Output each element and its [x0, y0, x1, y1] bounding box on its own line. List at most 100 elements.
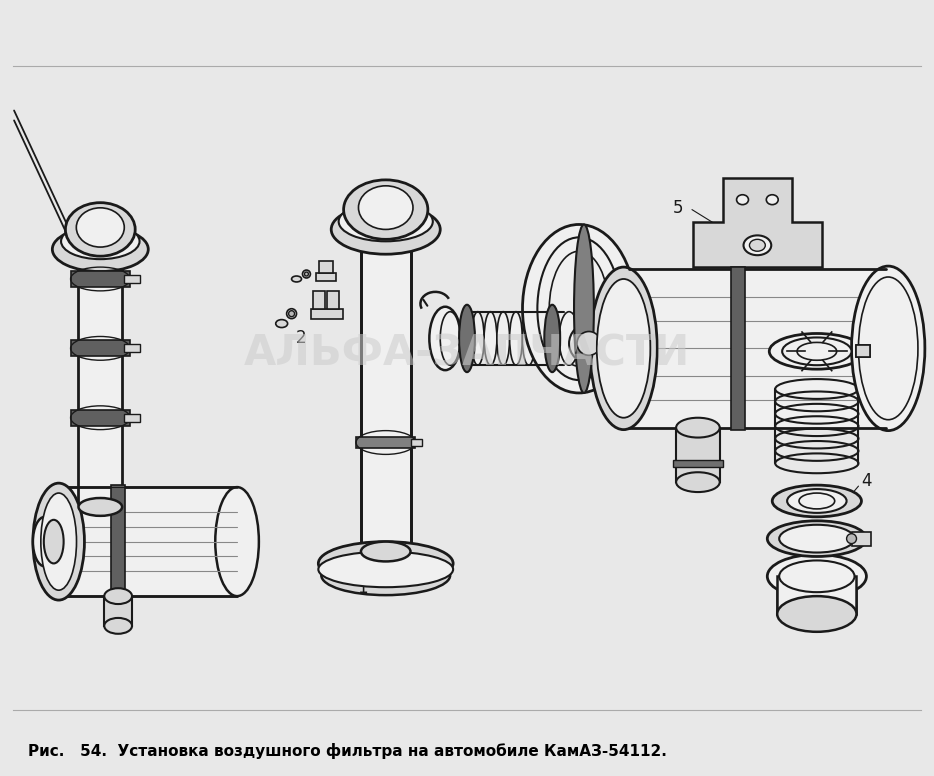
Ellipse shape [65, 203, 135, 256]
Ellipse shape [484, 312, 497, 365]
Ellipse shape [332, 205, 440, 255]
Bar [314, 291, 325, 309]
Ellipse shape [569, 324, 609, 363]
Polygon shape [361, 230, 411, 552]
Ellipse shape [33, 483, 84, 600]
Ellipse shape [522, 224, 635, 393]
Ellipse shape [559, 307, 590, 370]
Ellipse shape [61, 223, 139, 259]
Ellipse shape [215, 487, 259, 596]
Ellipse shape [858, 277, 918, 420]
Ellipse shape [537, 237, 620, 380]
Ellipse shape [318, 552, 453, 587]
Bar [676, 428, 720, 482]
Ellipse shape [318, 542, 453, 585]
Ellipse shape [510, 312, 522, 365]
Ellipse shape [344, 180, 428, 239]
Ellipse shape [291, 276, 302, 282]
Ellipse shape [559, 314, 618, 373]
Ellipse shape [779, 560, 855, 592]
Ellipse shape [577, 331, 601, 355]
Bar [856, 345, 870, 357]
Ellipse shape [276, 320, 288, 327]
Ellipse shape [52, 227, 149, 272]
Ellipse shape [41, 493, 77, 591]
Polygon shape [78, 249, 122, 507]
Polygon shape [71, 341, 130, 356]
Bar [124, 275, 140, 283]
Bar [856, 345, 870, 357]
Ellipse shape [737, 195, 748, 205]
Ellipse shape [772, 485, 861, 517]
Ellipse shape [846, 534, 856, 544]
Ellipse shape [303, 270, 310, 278]
Ellipse shape [287, 309, 296, 319]
Text: 1: 1 [358, 579, 368, 598]
Ellipse shape [105, 618, 132, 634]
Ellipse shape [77, 208, 124, 247]
Bar [319, 262, 333, 273]
Ellipse shape [361, 542, 411, 562]
Ellipse shape [359, 185, 413, 230]
Ellipse shape [78, 498, 122, 516]
Ellipse shape [574, 224, 594, 393]
Text: 4: 4 [861, 472, 871, 490]
Bar [124, 414, 140, 421]
Polygon shape [71, 271, 130, 287]
Text: АЛЬФА-ЗАПЧАСТИ: АЛЬФА-ЗАПЧАСТИ [244, 332, 690, 374]
Ellipse shape [777, 596, 856, 632]
Text: 5: 5 [672, 199, 684, 217]
Ellipse shape [768, 521, 867, 556]
Ellipse shape [782, 338, 852, 365]
Ellipse shape [472, 312, 484, 365]
Bar [317, 273, 336, 281]
Ellipse shape [676, 473, 720, 492]
Ellipse shape [590, 267, 658, 430]
Bar [411, 438, 422, 446]
Ellipse shape [545, 305, 560, 372]
Ellipse shape [597, 279, 650, 417]
Text: Рис.   54.  Установка воздушного фильтра на автомобиле КамАЗ-54112.: Рис. 54. Установка воздушного фильтра на… [28, 743, 667, 759]
Polygon shape [59, 487, 237, 596]
Ellipse shape [304, 272, 308, 276]
Ellipse shape [497, 312, 510, 365]
Polygon shape [629, 269, 886, 428]
Bar [852, 532, 871, 546]
Bar [105, 596, 132, 626]
Ellipse shape [289, 310, 294, 317]
Bar [327, 291, 339, 309]
Bar [111, 485, 125, 598]
Ellipse shape [779, 525, 855, 553]
Ellipse shape [105, 588, 132, 604]
Polygon shape [673, 460, 723, 467]
Ellipse shape [768, 555, 867, 598]
Ellipse shape [44, 520, 64, 563]
Polygon shape [730, 267, 744, 430]
Ellipse shape [676, 417, 720, 438]
Ellipse shape [770, 334, 865, 369]
Bar [311, 309, 343, 319]
Ellipse shape [460, 305, 474, 372]
Polygon shape [693, 178, 822, 267]
Ellipse shape [749, 239, 765, 251]
Ellipse shape [797, 342, 837, 360]
Text: 3: 3 [584, 241, 594, 258]
Polygon shape [356, 437, 416, 449]
Ellipse shape [766, 195, 778, 205]
Ellipse shape [787, 489, 846, 513]
Ellipse shape [559, 312, 579, 365]
Ellipse shape [743, 235, 771, 255]
Bar [124, 345, 140, 352]
Ellipse shape [522, 312, 535, 365]
Ellipse shape [339, 202, 432, 241]
Ellipse shape [321, 556, 450, 595]
Ellipse shape [440, 312, 460, 365]
Text: 2: 2 [296, 330, 306, 348]
Ellipse shape [430, 307, 461, 370]
Bar [777, 577, 856, 614]
Ellipse shape [799, 493, 835, 509]
Ellipse shape [852, 266, 925, 431]
Ellipse shape [33, 517, 57, 566]
Ellipse shape [459, 312, 472, 365]
Polygon shape [71, 410, 130, 426]
